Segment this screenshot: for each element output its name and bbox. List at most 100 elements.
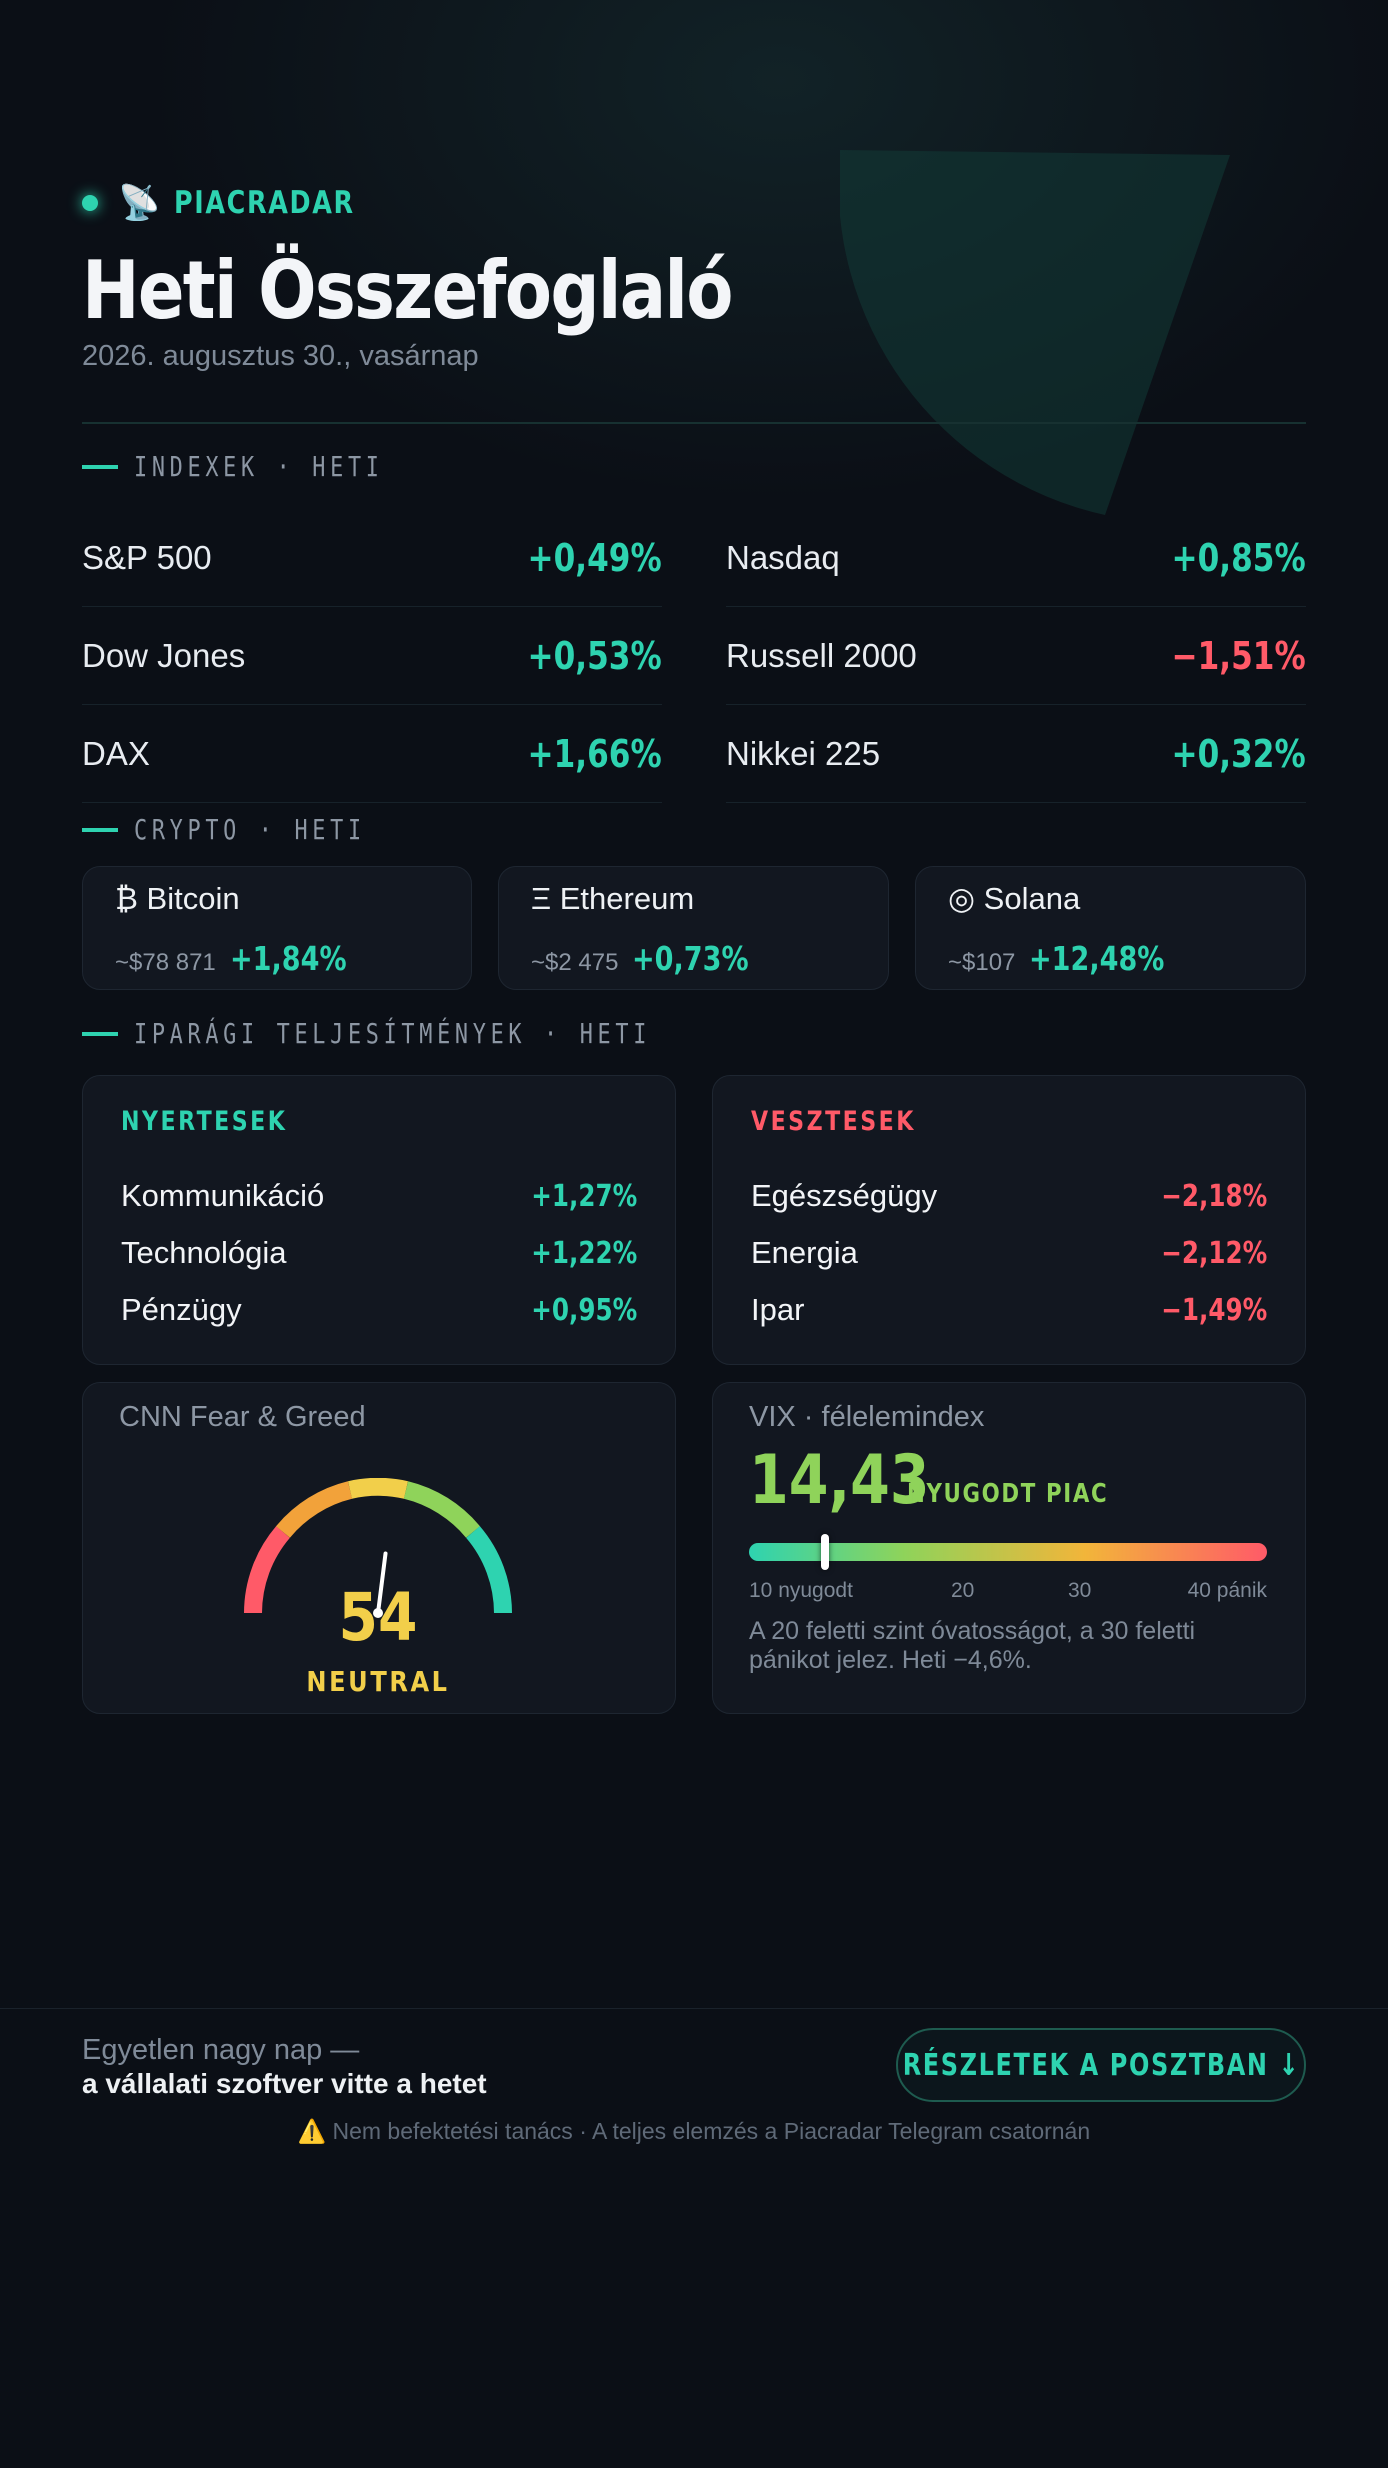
crypto-price-value: ~$2 475 (531, 949, 619, 976)
page-date: 2026. augusztus 30., vasárnap (82, 340, 479, 372)
vix-card: VIX · félelemindex 14,43 NYUGODT PIAC 10… (712, 1382, 1306, 1714)
footer-divider (0, 2008, 1388, 2009)
crypto-card-ethereum: Ξ Ethereum ~$2 475 +0,73% (498, 866, 889, 990)
index-name: Nikkei 225 (726, 735, 881, 772)
index-name: Dow Jones (82, 637, 246, 674)
vix-tick: 20 (951, 1579, 975, 1602)
index-name: DAX (82, 735, 150, 772)
vix-title: VIX · félelemindex (749, 1401, 985, 1433)
sector-item: Pénzügy +0,95% (121, 1282, 637, 1338)
vix-value: 14,43 (749, 1441, 930, 1520)
sector-name: Ipar (751, 1292, 805, 1327)
index-name: S&P 500 (82, 539, 212, 576)
gauge-segment-fear (276, 1481, 353, 1538)
crypto-change: +1,84% (229, 939, 347, 978)
vix-note: A 20 feletti szint óvatosságot, a 30 fel… (749, 1617, 1196, 1674)
sector-change: +1,22% (531, 1235, 637, 1271)
header: 📡 PIACRADAR Heti Összefoglaló 2026. augu… (82, 178, 1306, 373)
disclaimer: ⚠️ Nem befektetési tanács · A teljes elem… (0, 2118, 1388, 2145)
section-marker (82, 1031, 118, 1036)
sector-item: Egészségügy −2,18% (751, 1168, 1267, 1224)
sector-name: Kommunikáció (121, 1178, 325, 1213)
section-title: INDEXEK · HETI (134, 450, 384, 483)
crypto-price-value: ~$78 871 (115, 949, 216, 976)
fear-greed-label: NEUTRAL (306, 1665, 450, 1698)
index-row: Nikkei 225 +0,32% (726, 706, 1306, 803)
footer-headline: a vállalati szoftver vitte a hetet (82, 2068, 487, 2099)
index-row: Nasdaq +0,85% (726, 510, 1306, 607)
details-button[interactable]: RÉSZLETEK A POSZTBAN ↓ (896, 2028, 1306, 2102)
crypto-price-value: ~$107 (948, 949, 1016, 976)
disclaimer-text: Nem befektetési tanács · A teljes elemzé… (332, 2118, 1091, 2144)
index-row: Russell 2000 −1,51% (726, 608, 1306, 705)
losers-title: VESZTESEK (751, 1106, 916, 1137)
gauge-segment-greed (403, 1481, 480, 1538)
crypto-card-bitcoin: ₿ Bitcoin ~$78 871 +1,84% (82, 866, 472, 990)
sector-name: Pénzügy (121, 1292, 242, 1327)
sector-item: Kommunikáció +1,27% (121, 1168, 637, 1224)
crypto-price: ~$2 475 +0,73% (531, 939, 775, 978)
index-change: −1,51% (1171, 634, 1306, 678)
crypto-name: ◎ Solana (948, 881, 1081, 916)
footer-lead: Egyetlen nagy nap — (82, 2034, 360, 2066)
gauge-pivot (373, 1608, 383, 1618)
index-row: DAX +1,66% (82, 706, 662, 803)
winners-card: NYERTESEK Kommunikáció +1,27% Technológi… (82, 1075, 676, 1365)
sector-change: −1,49% (1161, 1292, 1267, 1328)
section-marker (82, 464, 118, 469)
sector-item: Technológia +1,22% (121, 1225, 637, 1281)
warning-icon: ⚠️ (297, 2118, 327, 2144)
sector-name: Egészségügy (751, 1178, 938, 1213)
section-marker (82, 827, 118, 832)
satellite-dish-icon: 📡 (118, 184, 161, 222)
sector-name: Technológia (121, 1235, 287, 1270)
section-crypto-label: CRYPTO · HETI (82, 813, 431, 846)
brand-name: PIACRADAR (174, 185, 356, 221)
vix-scale-bar (749, 1543, 1267, 1561)
sector-name: Energia (751, 1235, 858, 1270)
crypto-name: Ξ Ethereum (531, 881, 695, 916)
live-dot (82, 195, 98, 211)
index-row: S&P 500 +0,49% (82, 510, 662, 607)
sector-item: Ipar −1,49% (751, 1282, 1267, 1338)
page-title: Heti Összefoglaló (82, 244, 734, 337)
section-title: IPARÁGI TELJESÍTMÉNYEK · HETI (134, 1017, 652, 1050)
index-name: Russell 2000 (726, 637, 917, 674)
vix-marker (821, 1534, 830, 1570)
index-name: Nasdaq (726, 539, 840, 576)
crypto-change: +0,73% (632, 939, 749, 978)
vix-state: NYUGODT PIAC (907, 1479, 1109, 1509)
crypto-price: ~$107 +12,48% (948, 939, 1195, 978)
sector-change: −2,18% (1161, 1178, 1267, 1214)
details-button-label: RÉSZLETEK A POSZTBAN ↓ (902, 2047, 1300, 2083)
sector-change: +0,95% (531, 1292, 637, 1328)
fear-greed-card: CNN Fear & Greed 54 NEUTRAL (82, 1382, 676, 1714)
section-title: CRYPTO · HETI (134, 813, 366, 846)
sector-change: +1,27% (531, 1178, 637, 1214)
winners-title: NYERTESEK (121, 1106, 288, 1137)
fear-greed-value: 54 (338, 1579, 418, 1656)
sector-change: −2,12% (1161, 1235, 1267, 1271)
gauge-segment-neutral (347, 1478, 409, 1499)
section-indexes-label: INDEXEK · HETI (82, 450, 454, 483)
index-change: +0,53% (527, 634, 662, 678)
index-change: +0,32% (1171, 732, 1306, 776)
crypto-name: ₿ Bitcoin (115, 881, 240, 916)
crypto-price: ~$78 871 +1,84% (115, 939, 372, 978)
gauge-segment-extreme-fear (244, 1526, 290, 1614)
fear-greed-gauge (244, 1478, 512, 1618)
gauge-segment-extreme-greed (466, 1526, 512, 1614)
fear-greed-title: CNN Fear & Greed (119, 1401, 366, 1433)
index-change: +0,49% (527, 536, 662, 580)
gauge-needle (376, 1551, 388, 1615)
crypto-change: +12,48% (1029, 939, 1165, 978)
vix-tick: 10 nyugodt (749, 1579, 853, 1602)
vix-tick: 40 pánik (1187, 1579, 1267, 1602)
vix-tick: 30 (1068, 1579, 1092, 1602)
index-change: +0,85% (1171, 536, 1306, 580)
brand: 📡 PIACRADAR (82, 178, 1306, 228)
sector-item: Energia −2,12% (751, 1225, 1267, 1281)
losers-card: VESZTESEK Egészségügy −2,18% Energia −2,… (712, 1075, 1306, 1365)
index-row: Dow Jones +0,53% (82, 608, 662, 705)
section-sectors-label: IPARÁGI TELJESÍTMÉNYEK · HETI (82, 1017, 797, 1050)
